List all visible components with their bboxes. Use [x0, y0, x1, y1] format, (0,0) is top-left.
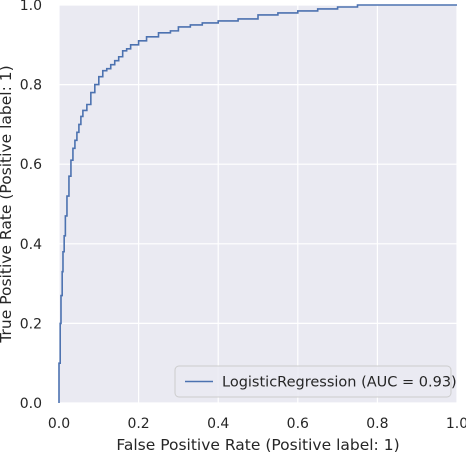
legend-label: LogisticRegression (AUC = 0.93) — [222, 375, 457, 391]
y-tick-label: 0.8 — [20, 78, 42, 94]
y-tick-label: 0.4 — [20, 237, 42, 253]
x-tick-label: 0.6 — [287, 416, 309, 432]
tick-labels: 0.0 0.2 0.4 0.6 0.8 1.0 0.0 0.2 0.4 0.6 0.8 1.0 — [20, 0, 466, 432]
x-axis-label: False Positive Rate (Positive label: 1) — [116, 436, 399, 453]
y-tick-label: 0.0 — [20, 396, 42, 412]
x-tick-label: 0.4 — [207, 416, 229, 432]
legend: LogisticRegression (AUC = 0.93) — [174, 365, 457, 398]
plot-background — [59, 5, 457, 403]
x-tick-label: 0.8 — [366, 416, 388, 432]
y-axis-label: True Positive Rate (Positive label: 1) — [0, 65, 15, 343]
x-tick-label: 0.0 — [48, 416, 70, 432]
y-tick-label: 0.2 — [20, 316, 42, 332]
y-tick-label: 0.6 — [20, 157, 42, 173]
roc-curve-line — [58, 4, 457, 403]
y-tick-label: 1.0 — [20, 0, 42, 14]
legend-box — [174, 365, 452, 398]
grid-lines — [58, 4, 458, 404]
x-tick-label: 1.0 — [446, 416, 466, 432]
x-tick-label: 0.2 — [127, 416, 149, 432]
